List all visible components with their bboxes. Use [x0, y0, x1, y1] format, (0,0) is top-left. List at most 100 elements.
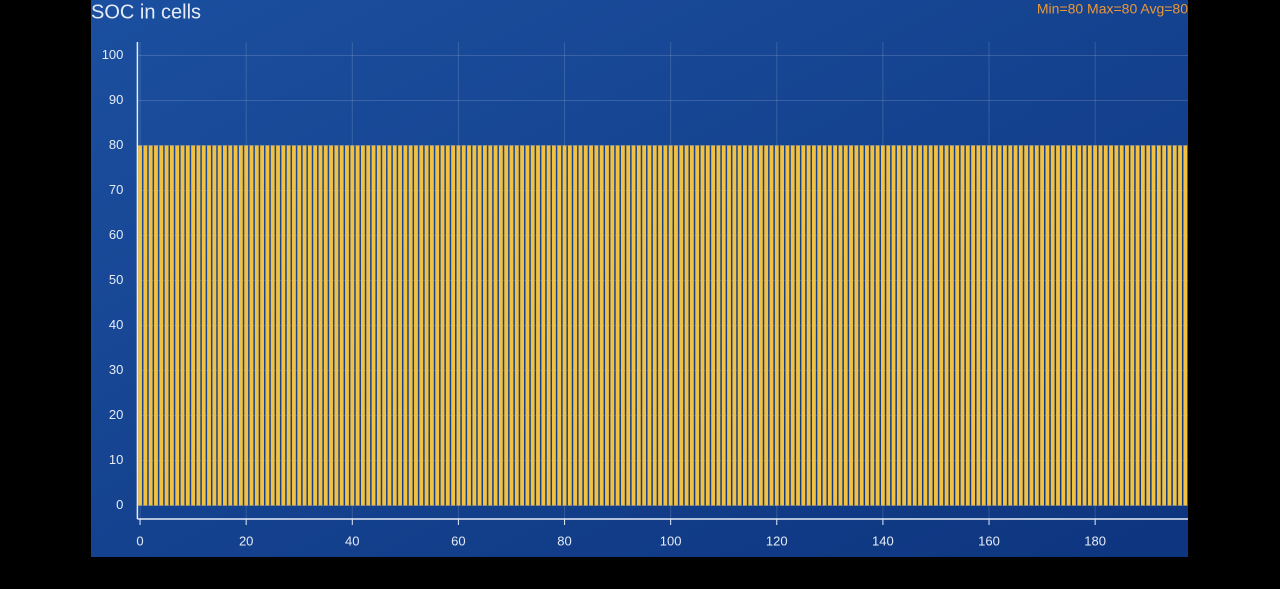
bar	[1103, 145, 1108, 506]
bar	[403, 145, 408, 506]
y-tick-label: 100	[102, 47, 124, 62]
y-tick-label: 50	[109, 272, 123, 287]
bar	[822, 145, 827, 506]
bar	[658, 145, 662, 506]
bar	[865, 145, 869, 506]
bar	[159, 145, 164, 506]
x-tick-label: 180	[1084, 533, 1106, 548]
bar	[530, 145, 535, 506]
bar	[169, 145, 174, 506]
bar	[424, 145, 429, 506]
y-tick-label: 40	[109, 317, 123, 332]
bar	[201, 145, 206, 506]
bar	[934, 145, 938, 506]
bar	[870, 145, 875, 506]
bar	[1082, 145, 1087, 506]
bar	[642, 145, 647, 506]
bar	[456, 145, 461, 506]
bar	[552, 145, 556, 506]
bar	[509, 145, 514, 506]
bar	[329, 145, 333, 506]
bar	[748, 145, 753, 506]
bar	[244, 145, 249, 506]
bar	[923, 145, 928, 506]
bar	[164, 145, 169, 506]
bar	[769, 145, 774, 506]
bar	[233, 145, 238, 506]
x-tick-label: 0	[136, 533, 143, 548]
bar	[918, 145, 922, 506]
bar	[907, 145, 912, 506]
bar	[578, 145, 583, 506]
bar	[477, 145, 482, 506]
bar	[435, 145, 440, 506]
bar	[355, 145, 360, 506]
bar	[1183, 145, 1188, 506]
bar	[674, 145, 678, 506]
bar	[223, 145, 227, 506]
bar	[276, 145, 280, 506]
bar	[1130, 145, 1135, 506]
bar	[912, 145, 917, 506]
bar	[992, 145, 997, 506]
bar	[1172, 145, 1177, 506]
bar	[175, 145, 180, 506]
bar	[1093, 145, 1098, 506]
bar	[928, 145, 933, 506]
bar	[1098, 145, 1103, 506]
bar	[944, 145, 949, 506]
bar	[1146, 145, 1151, 506]
bar	[557, 145, 562, 506]
bar	[467, 145, 471, 506]
x-tick-label: 20	[239, 533, 253, 548]
bar	[180, 145, 185, 506]
y-tick-label: 60	[109, 227, 123, 242]
bar	[451, 145, 456, 506]
x-tick-label: 40	[345, 533, 359, 548]
bar	[472, 145, 477, 506]
bar	[339, 145, 344, 506]
bar	[297, 145, 302, 506]
bar	[1178, 145, 1182, 506]
bar	[265, 145, 270, 506]
bar	[599, 145, 604, 506]
bar	[774, 145, 779, 506]
bar	[493, 145, 498, 506]
bar	[461, 145, 466, 506]
bar	[711, 145, 716, 506]
bar	[705, 145, 710, 506]
bar	[636, 145, 641, 506]
bar	[154, 145, 158, 506]
bar	[801, 145, 806, 506]
bar	[615, 145, 620, 506]
bar	[1040, 145, 1044, 506]
bar	[987, 145, 991, 506]
bar	[536, 145, 540, 506]
bar	[1077, 145, 1082, 506]
bar	[366, 145, 371, 506]
bar	[323, 145, 328, 506]
bar	[647, 145, 652, 506]
x-tick-label: 160	[978, 533, 1000, 548]
x-tick-label: 80	[557, 533, 571, 548]
bar	[217, 145, 222, 506]
bar	[498, 145, 503, 506]
bar	[631, 145, 636, 506]
bar	[313, 145, 318, 506]
y-tick-label: 80	[109, 137, 123, 152]
bar	[955, 145, 960, 506]
bar	[514, 145, 519, 506]
bar	[281, 145, 286, 506]
bar	[679, 145, 684, 506]
bar	[488, 145, 493, 506]
bar	[350, 145, 355, 506]
bar	[1167, 145, 1172, 506]
bar	[212, 145, 217, 506]
bar	[886, 145, 891, 506]
bar	[1056, 145, 1060, 506]
bar	[387, 145, 392, 506]
bar	[583, 145, 588, 506]
bar	[817, 145, 822, 506]
bar	[429, 145, 434, 506]
